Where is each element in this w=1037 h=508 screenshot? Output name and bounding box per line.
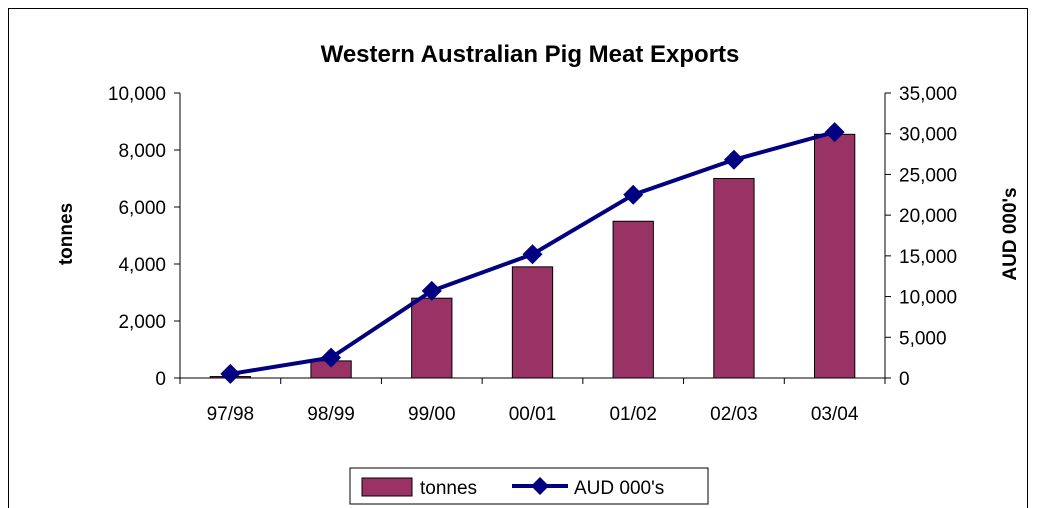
y-right-tick-label: 25,000 [899, 165, 957, 186]
y-axis-left-label: tonnes [56, 203, 77, 265]
marker-aud-4 [623, 184, 644, 205]
x-tick-label: 99/00 [408, 404, 456, 425]
y-right-tick-label: 5,000 [899, 328, 947, 349]
y-left-tick-label: 10,000 [108, 84, 166, 105]
marker-aud-3 [522, 244, 543, 265]
y-left-tick-label: 4,000 [118, 255, 166, 276]
y-right-tick-label: 0 [899, 369, 910, 390]
chart-frame [8, 8, 1028, 508]
marker-aud-5 [723, 149, 744, 170]
bar-tonnes-6 [814, 133, 856, 379]
bar-tonnes-5 [713, 178, 755, 379]
legend-aud-marker [531, 477, 549, 495]
bar-tonnes-4 [612, 220, 654, 379]
x-tick-label: 02/03 [710, 404, 758, 425]
y-right-tick-label: 35,000 [899, 84, 957, 105]
legend-tonnes-label: tonnes [420, 478, 477, 499]
marker-aud-0 [220, 363, 241, 384]
x-tick-label: 98/99 [307, 404, 355, 425]
y-left-tick-label: 2,000 [118, 312, 166, 333]
bar-tonnes-2 [411, 297, 453, 379]
x-tick-label: 03/04 [811, 404, 859, 425]
y-left-tick-label: 6,000 [118, 198, 166, 219]
y-left-tick-label: 8,000 [118, 141, 166, 162]
legend: tonnes AUD 000's [349, 467, 709, 505]
plot-area: 0 2,000 4,000 6,000 8,000 10,000 0 5,000 10,000 1… [108, 84, 957, 425]
y-right-tick-label: 15,000 [899, 247, 957, 268]
x-tick-label: 01/02 [609, 404, 657, 425]
y-right-tick-label: 20,000 [899, 206, 957, 227]
chart-title: Western Australian Pig Meat Exports [321, 41, 740, 68]
marker-aud-6 [824, 122, 845, 143]
y-right-tick-label: 10,000 [899, 288, 957, 309]
marker-aud-1 [321, 347, 342, 368]
marker-aud-2 [421, 280, 442, 301]
x-tick-label: 00/01 [509, 404, 557, 425]
legend-tonnes-swatch [361, 477, 413, 497]
legend-aud-label: AUD 000's [574, 478, 664, 499]
y-axis-right-label: AUD 000's [1000, 187, 1021, 280]
y-left-tick-label: 0 [155, 369, 166, 390]
y-right-tick-label: 30,000 [899, 125, 957, 146]
bar-tonnes-3 [511, 266, 554, 379]
x-tick-label: 97/98 [207, 404, 255, 425]
